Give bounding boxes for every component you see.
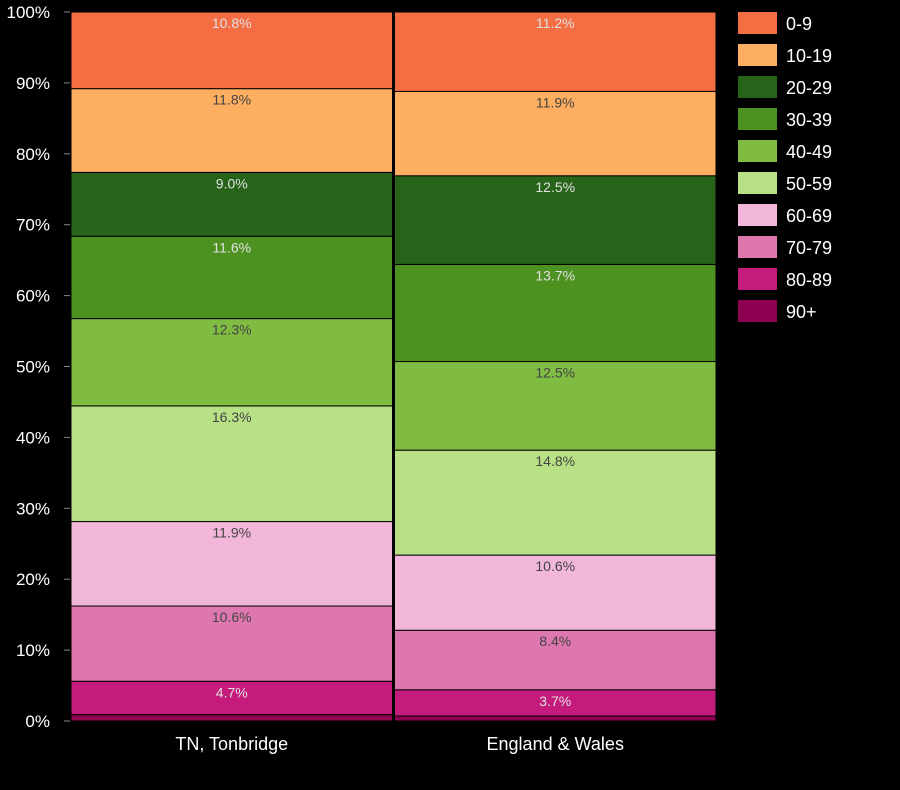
plot-area: 4.7% 10.6% 11.9% 16.3% 12.3% 11.6% 9.0% 11.8% 10… (68, 11, 719, 722)
data-label: 10.6% (212, 609, 252, 625)
legend-swatch (738, 12, 777, 34)
legend-label: 20-29 (786, 78, 832, 98)
data-label: 16.3% (212, 409, 252, 425)
y-tick-label: 30% (16, 499, 50, 518)
bar-segment (69, 605, 394, 682)
x-tick-label: TN, Tonbridge (175, 734, 288, 754)
legend-label: 80-89 (786, 270, 832, 290)
data-label: 14.8% (535, 453, 575, 469)
data-label: 10.8% (212, 15, 252, 31)
bar-segment (393, 689, 718, 717)
data-label: 11.8% (212, 92, 251, 108)
y-tick-label: 0% (25, 712, 50, 731)
data-label: 11.9% (212, 525, 251, 541)
legend-swatch (738, 44, 777, 66)
y-tick-label: 80% (16, 145, 50, 164)
data-label: 10.6% (535, 558, 575, 574)
bar-segment (69, 235, 394, 320)
legend-label: 10-19 (786, 46, 832, 66)
data-label: 11.9% (536, 94, 575, 110)
legend-label: 40-49 (786, 142, 832, 162)
data-label: 12.3% (212, 322, 252, 338)
y-axis: 0% 10% 20% 30% 40% 50% 60% 70% 80% 90% 100% (7, 3, 70, 731)
legend-swatch (738, 268, 777, 290)
y-tick-label: 20% (16, 570, 50, 589)
legend-swatch (738, 76, 777, 98)
legend-label: 70-79 (786, 238, 832, 258)
bar-segment (69, 714, 394, 722)
legend-label: 90+ (786, 302, 817, 322)
bar-segment (393, 554, 718, 631)
bar-segment (393, 449, 718, 556)
legend-label: 30-39 (786, 110, 832, 130)
data-label: 4.7% (216, 684, 248, 700)
y-tick-label: 90% (16, 74, 50, 93)
y-tick-label: 50% (16, 358, 50, 377)
x-axis: TN, Tonbridge England & Wales (175, 734, 624, 754)
bar-segment (69, 171, 394, 237)
y-tick-label: 70% (16, 216, 50, 235)
data-label: 11.2% (536, 15, 575, 31)
y-tick-label: 60% (16, 287, 50, 306)
data-label: 12.5% (535, 179, 575, 195)
data-label: 9.0% (216, 175, 248, 191)
legend-swatch (738, 300, 777, 322)
bar-segment (69, 88, 394, 173)
data-label: 8.4% (539, 633, 571, 649)
data-label: 3.7% (539, 693, 571, 709)
legend-swatch (738, 204, 777, 226)
y-tick-label: 40% (16, 428, 50, 447)
bar-segment (69, 318, 394, 407)
bar-segment (69, 405, 394, 523)
y-tick-label: 100% (7, 3, 50, 22)
data-label: 13.7% (535, 267, 575, 283)
data-label: 12.5% (535, 365, 575, 381)
y-tick-label: 10% (16, 641, 50, 660)
legend-label: 50-59 (786, 174, 832, 194)
legend-label: 0-9 (786, 14, 812, 34)
bar-segment (393, 715, 718, 722)
bar-segment (393, 263, 718, 363)
legend: 0-9 10-19 20-29 30-39 40-49 50-59 60-69 70-79 80… (738, 12, 832, 322)
legend-swatch (738, 108, 777, 130)
bar-segment (393, 90, 718, 177)
legend-swatch (738, 236, 777, 258)
bar-segment (69, 680, 394, 716)
data-label: 11.6% (212, 239, 251, 255)
legend-swatch (738, 172, 777, 194)
legend-swatch (738, 140, 777, 162)
x-tick-label: England & Wales (487, 734, 624, 754)
legend-label: 60-69 (786, 206, 832, 226)
